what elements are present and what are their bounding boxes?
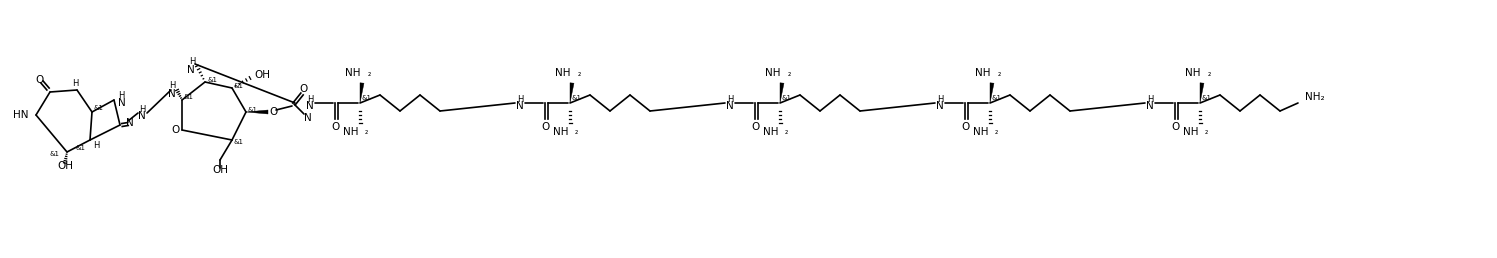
Polygon shape <box>359 83 364 103</box>
Text: NH: NH <box>765 68 780 78</box>
Polygon shape <box>990 83 994 103</box>
Text: H: H <box>728 94 734 103</box>
Polygon shape <box>246 110 268 114</box>
Text: NH: NH <box>973 127 990 137</box>
Text: &1: &1 <box>93 105 103 111</box>
Text: &1: &1 <box>570 95 581 101</box>
Text: H: H <box>72 78 78 87</box>
Text: ₂: ₂ <box>1208 69 1211 77</box>
Text: NH: NH <box>554 127 569 137</box>
Text: H: H <box>169 82 177 91</box>
Text: H: H <box>307 94 313 103</box>
Text: N: N <box>126 118 133 128</box>
Text: &1: &1 <box>781 95 790 101</box>
Polygon shape <box>780 83 784 103</box>
Text: N: N <box>305 101 314 111</box>
Text: O: O <box>542 122 549 132</box>
Text: OH: OH <box>57 161 73 171</box>
Text: N: N <box>118 98 126 108</box>
Text: &1: &1 <box>75 145 85 151</box>
Text: N: N <box>138 111 145 121</box>
Text: HN: HN <box>13 110 28 120</box>
Text: &1: &1 <box>991 95 1001 101</box>
Text: H: H <box>189 58 195 67</box>
Text: O: O <box>1172 122 1180 132</box>
Text: ₂: ₂ <box>578 69 581 77</box>
Text: N: N <box>304 113 311 123</box>
Text: N: N <box>1147 101 1154 111</box>
Text: ₂: ₂ <box>575 127 578 136</box>
Text: H: H <box>1147 94 1153 103</box>
Text: &1: &1 <box>361 95 371 101</box>
Text: OH: OH <box>213 165 228 175</box>
Text: N: N <box>516 101 524 111</box>
Polygon shape <box>570 83 573 103</box>
Text: O: O <box>751 122 760 132</box>
Text: N: N <box>168 89 177 99</box>
Text: &1: &1 <box>234 83 244 89</box>
Text: H: H <box>93 141 99 149</box>
Text: OH: OH <box>254 70 269 80</box>
Text: NH: NH <box>554 68 570 78</box>
Text: ₂: ₂ <box>996 127 998 136</box>
Text: NH₂: NH₂ <box>1305 92 1325 102</box>
Text: N: N <box>936 101 945 111</box>
Text: ₂: ₂ <box>784 127 789 136</box>
Text: ₂: ₂ <box>365 127 368 136</box>
Text: N: N <box>726 101 734 111</box>
Text: ₂: ₂ <box>368 69 371 77</box>
Text: O: O <box>299 84 308 94</box>
Text: O: O <box>269 107 277 117</box>
Text: NH: NH <box>1184 127 1199 137</box>
Text: &1: &1 <box>184 94 195 100</box>
Text: H: H <box>937 94 943 103</box>
Text: &1: &1 <box>234 139 244 145</box>
Polygon shape <box>1201 83 1204 103</box>
Text: NH: NH <box>975 68 990 78</box>
Text: H: H <box>516 94 522 103</box>
Text: O: O <box>963 122 970 132</box>
Text: NH: NH <box>343 127 359 137</box>
Text: H: H <box>118 91 124 100</box>
Text: &1: &1 <box>1201 95 1211 101</box>
Text: &1: &1 <box>207 77 217 83</box>
Text: &1: &1 <box>49 151 60 157</box>
Text: NH: NH <box>344 68 359 78</box>
Text: &1: &1 <box>249 107 257 113</box>
Text: ₂: ₂ <box>787 69 792 77</box>
Text: ₂: ₂ <box>998 69 1001 77</box>
Text: NH: NH <box>763 127 778 137</box>
Text: O: O <box>171 125 180 135</box>
Text: NH: NH <box>1184 68 1201 78</box>
Text: O: O <box>36 75 43 85</box>
Text: O: O <box>332 122 340 132</box>
Text: N: N <box>187 65 195 75</box>
Text: ₂: ₂ <box>1205 127 1208 136</box>
Text: H: H <box>139 104 145 114</box>
